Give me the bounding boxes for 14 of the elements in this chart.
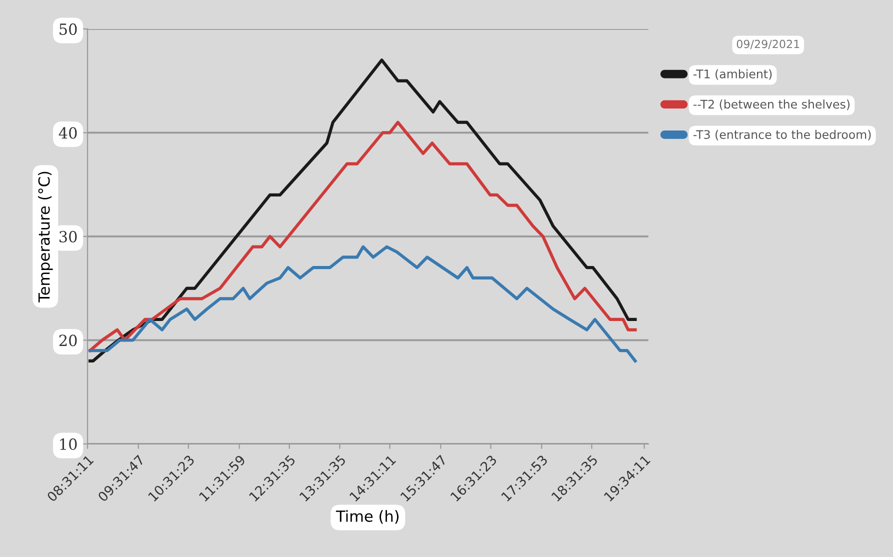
line-series [88, 58, 637, 362]
y-tick-label: 50 [60, 23, 77, 35]
legend-label: --T2 (between the shelves) [693, 100, 850, 110]
legend-label: -T3 (entrance to the bedroom) [693, 130, 871, 140]
legend-label: -T1 (ambient) [693, 69, 772, 80]
y-tick-label: 40 [58, 127, 77, 139]
y-tick-label: 20 [59, 334, 77, 346]
legend-title: 09/29/2021 [736, 40, 800, 50]
y-tick-label: 30 [60, 230, 77, 242]
line-series [88, 245, 637, 362]
y-axis-title: Temperature (°C) [38, 172, 53, 302]
line-series [88, 120, 637, 352]
y-tick-label: 10 [60, 438, 77, 450]
x-axis-title: Time (h) [336, 510, 399, 524]
